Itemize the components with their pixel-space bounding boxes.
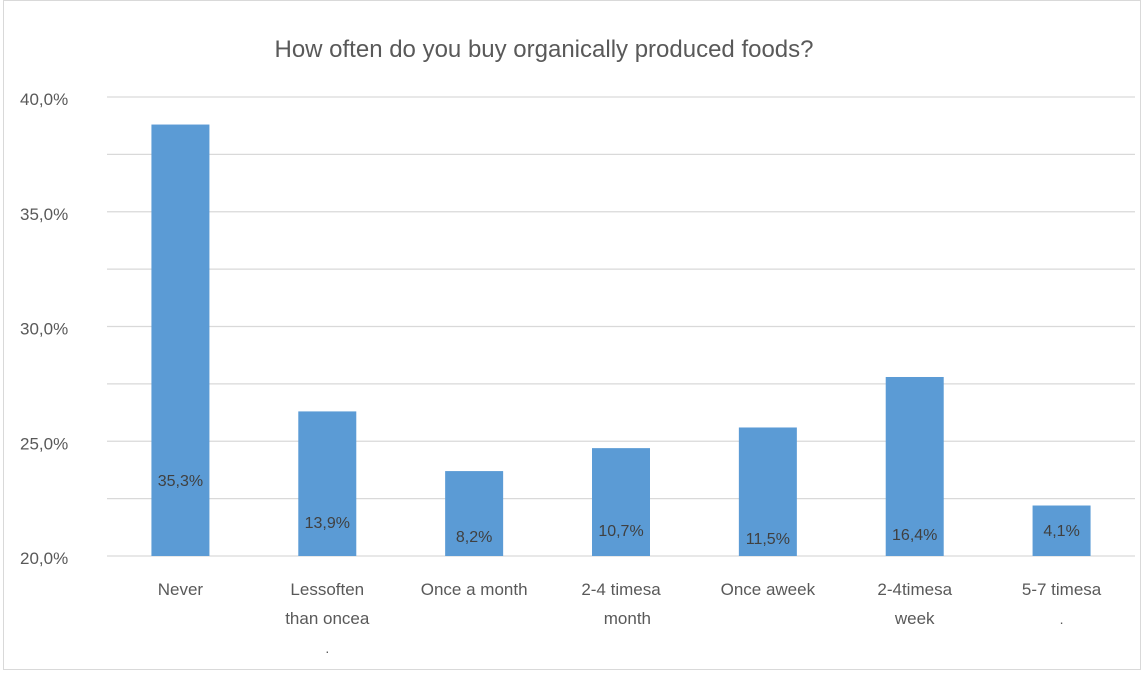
x-tick-label: 5-7 timesa <box>1022 580 1102 599</box>
data-label: 13,9% <box>305 515 350 532</box>
bar <box>151 124 210 556</box>
x-tick-label: week <box>894 609 935 628</box>
bar <box>592 448 650 556</box>
x-tick-label: Never <box>158 580 204 599</box>
x-tick-label: . <box>1060 611 1064 627</box>
gridlines <box>107 96 1135 557</box>
x-tick-label: Once aweek <box>721 580 816 599</box>
chart-title: How often do you buy organically produce… <box>274 36 813 63</box>
y-tick-label: 20,0% <box>20 549 68 568</box>
x-axis-labels: Never Lessoften than oncea. Once a month 2-4… <box>158 580 1102 656</box>
data-label: 10,7% <box>598 523 643 540</box>
data-label: 16,4% <box>892 527 937 544</box>
chart-frame: How often do you buy organically produce… <box>3 0 1141 670</box>
x-tick-label: 2-4 timesa <box>581 580 661 599</box>
data-label: 11,5% <box>746 531 790 548</box>
data-label: 8,2% <box>456 529 492 546</box>
y-tick-label: 40,0% <box>20 90 68 109</box>
bar <box>1032 505 1091 556</box>
bar-chart: How often do you buy organically produce… <box>20 36 1135 656</box>
y-axis-ticks: 40,0% 35,0% 30,0% 25,0% 20,0% <box>20 90 68 568</box>
bar <box>298 411 357 556</box>
data-labels: 35,3% 13,9% 8,2% 10,7% 11,5% 16,4% 4,1% <box>158 473 1080 548</box>
x-tick-label: month <box>604 609 651 628</box>
bar <box>738 427 797 556</box>
x-tick-label: . <box>325 640 329 656</box>
y-tick-label: 35,0% <box>20 205 68 224</box>
x-tick-label: than oncea <box>285 609 370 628</box>
bar <box>885 376 944 556</box>
bar <box>445 471 504 556</box>
data-label: 35,3% <box>158 473 203 490</box>
y-tick-label: 25,0% <box>20 434 68 453</box>
data-label: 4,1% <box>1043 523 1079 540</box>
x-tick-label: 2-4timesa <box>877 580 952 599</box>
bars <box>151 124 1091 556</box>
y-tick-label: 30,0% <box>20 320 68 339</box>
x-tick-label: Once a month <box>421 580 528 599</box>
x-tick-label: Lessoften <box>290 580 364 599</box>
